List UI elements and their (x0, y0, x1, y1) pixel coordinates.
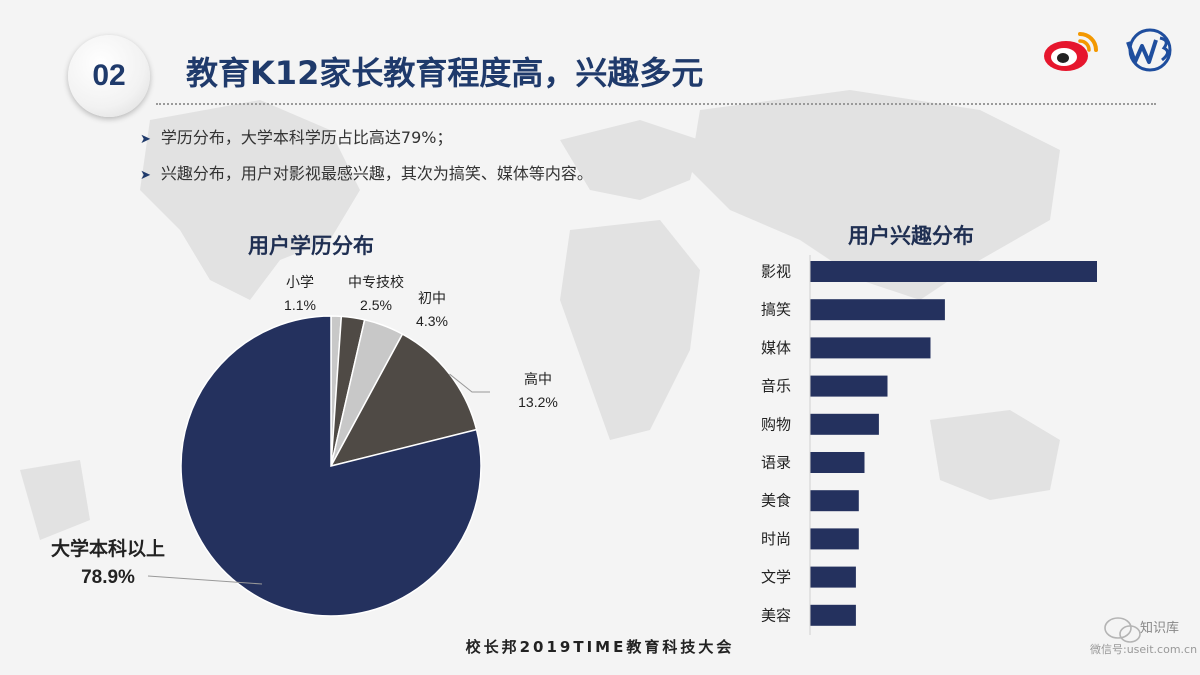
bar-9 (810, 604, 856, 626)
title-divider (156, 103, 1156, 105)
bar-5 (810, 452, 865, 473)
bar-0 (810, 261, 1097, 282)
bar-8 (810, 566, 856, 588)
pie-value-2: 4.3% (416, 313, 448, 329)
bar-chart-title: 用户兴趣分布 (848, 224, 974, 248)
page-title: 教育K12家长教育程度高，兴趣多元 (186, 54, 704, 92)
bar-6 (810, 490, 859, 512)
pie-value-4: 78.9% (81, 567, 135, 588)
bar-1 (810, 299, 945, 321)
bar-category-label-1: 搞笑 (761, 301, 791, 319)
bullet-text: 兴趣分布，用户对影视最感兴趣，其次为搞笑、媒体等内容。 (160, 164, 593, 183)
bar-category-label-8: 文学 (761, 568, 791, 586)
bar-2 (810, 337, 931, 359)
pie-label-3: 高中 (524, 371, 552, 388)
pie-label-2: 初中 (418, 290, 446, 307)
bar-3 (810, 375, 888, 397)
bar-category-label-5: 语录 (761, 454, 791, 472)
bar-category-label-9: 美容 (761, 606, 791, 624)
section-number: 02 (92, 59, 126, 92)
pie-slice-3 (329, 333, 478, 468)
pie-label-4: 大学本科以上 (51, 537, 165, 560)
bar-category-label-6: 美食 (761, 492, 791, 510)
bar-4 (810, 413, 879, 435)
pie-label-1: 中专技校 (348, 274, 404, 291)
weibo-logo-icon (1044, 32, 1098, 71)
pie-label-0: 小学 (286, 275, 314, 291)
bar-7 (810, 528, 859, 550)
arrow-bullet-icon: ➤ (140, 132, 151, 147)
footer-text: 校长邦2019TIME教育科技大会 (465, 638, 735, 656)
bar-category-label-4: 购物 (761, 415, 791, 433)
bullet-text: 学历分布，大学本科学历占比高达79%； (160, 128, 453, 147)
watermark-name: 知识库 (1140, 621, 1180, 636)
bullet-interest: ➤ 兴趣分布，用户对影视最感兴趣，其次为搞笑、媒体等内容。 (140, 160, 593, 184)
section-badge: 02 (68, 35, 150, 117)
pie-leader-line (147, 575, 263, 585)
bar-category-label-3: 音乐 (761, 377, 791, 395)
arrow-bullet-icon: ➤ (140, 168, 151, 183)
bar-category-label-7: 时尚 (761, 530, 791, 548)
pie-value-0: 1.1% (284, 297, 316, 313)
pie-leader-line (449, 373, 490, 393)
pie-value-3: 13.2% (518, 394, 558, 410)
watermark-site: 微信号:useit.com.cn (1090, 643, 1198, 656)
pie-chart-title: 用户学历分布 (248, 234, 374, 258)
bar-category-label-0: 影视 (761, 263, 791, 281)
bullet-education: ➤ 学历分布，大学本科学历占比高达79%； (140, 124, 452, 148)
pie-slice-4 (180, 315, 482, 617)
wechat-watermark-icon (1104, 617, 1141, 643)
pie-value-1: 2.5% (360, 297, 392, 313)
brand-logo-icon (1126, 28, 1172, 72)
bar-category-label-2: 媒体 (761, 339, 791, 357)
